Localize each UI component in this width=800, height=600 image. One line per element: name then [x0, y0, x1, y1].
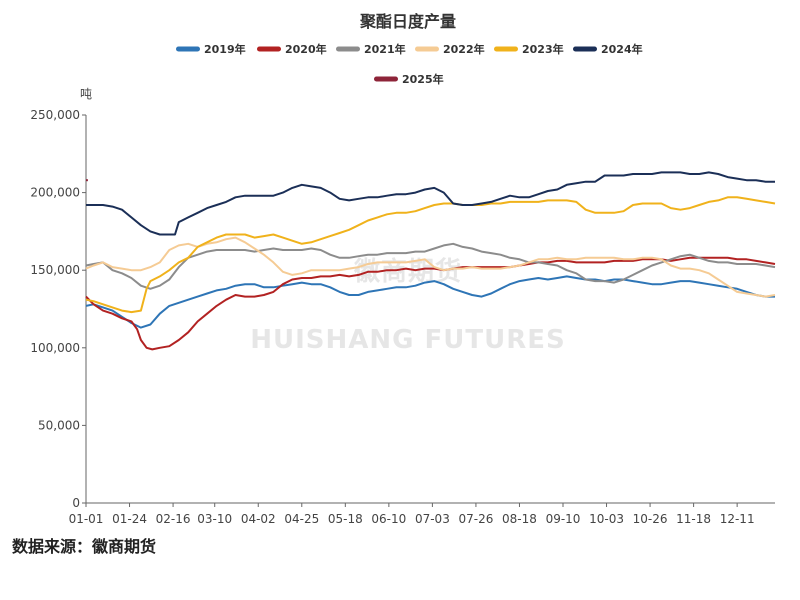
legend-item: 2024年: [573, 42, 643, 56]
legend-label: 2021年: [364, 42, 406, 56]
series-line-2024年: [86, 171, 775, 236]
y-axis-unit: 吨: [80, 87, 92, 101]
legend-label: 2023年: [522, 42, 564, 56]
plot-area: 0 50,000 100,000 150,000 200,000 250,000 01-01…: [30, 108, 775, 526]
legend-item: 2023年: [494, 42, 564, 56]
legend-item: 2021年: [336, 42, 406, 56]
legend-swatch: [374, 76, 398, 82]
y-tick-label: 250,000: [30, 108, 80, 122]
series-line-2021年: [85, 242, 776, 290]
y-tick-label: 200,000: [30, 186, 80, 200]
x-tick-label: 09-10: [546, 512, 581, 526]
x-tick-label: 08-18: [502, 512, 537, 526]
series-line-2023年: [85, 196, 776, 314]
x-tick-label: 12-11: [720, 512, 755, 526]
y-tick-label: 0: [72, 496, 80, 510]
series-layer: [85, 171, 776, 351]
x-tick-label: 10-26: [633, 512, 668, 526]
legend-swatch: [336, 46, 360, 52]
legend-label: 2022年: [443, 42, 485, 56]
legend-swatch: [573, 46, 597, 52]
x-tick-label: 06-10: [371, 512, 406, 526]
x-tick-label: 10-03: [589, 512, 624, 526]
x-tick-label: 04-02: [241, 512, 276, 526]
legend-item: 2019年: [176, 42, 246, 56]
legend: 2019年 2020年 2021年 2022年 2023年 2024年 2025年: [176, 42, 643, 86]
y-tick-label: 50,000: [38, 418, 80, 432]
x-tick-label: 01-24: [112, 512, 147, 526]
x-tick-label: 04-25: [284, 512, 319, 526]
legend-item: 2025年: [374, 72, 444, 86]
series-line-2019年: [85, 275, 775, 329]
data-source: 数据来源：徽商期货: [12, 537, 157, 556]
legend-label: 2019年: [204, 42, 246, 56]
legend-item: 2022年: [415, 42, 485, 56]
x-tick-label: 03-10: [197, 512, 232, 526]
x-tick-label: 05-18: [328, 512, 363, 526]
x-tick-label: 11-18: [676, 512, 711, 526]
legend-swatch: [257, 46, 281, 52]
legend-item: 2020年: [257, 42, 327, 56]
x-tick-label: 07-26: [458, 512, 493, 526]
x-tick-label: 01-01: [69, 512, 104, 526]
chart-title: 聚酯日度产量: [359, 12, 456, 31]
legend-swatch: [415, 46, 439, 52]
watermark-en: HUISHANG FUTURES: [250, 325, 566, 355]
x-tick-label: 02-16: [156, 512, 191, 526]
x-tick-label: 07-03: [415, 512, 450, 526]
y-tick-label: 100,000: [30, 341, 80, 355]
legend-label: 2020年: [285, 42, 327, 56]
y-tick-label: 150,000: [30, 263, 80, 277]
legend-swatch: [176, 46, 200, 52]
legend-swatch: [494, 46, 518, 52]
legend-label: 2025年: [402, 72, 444, 86]
legend-label: 2024年: [601, 42, 643, 56]
